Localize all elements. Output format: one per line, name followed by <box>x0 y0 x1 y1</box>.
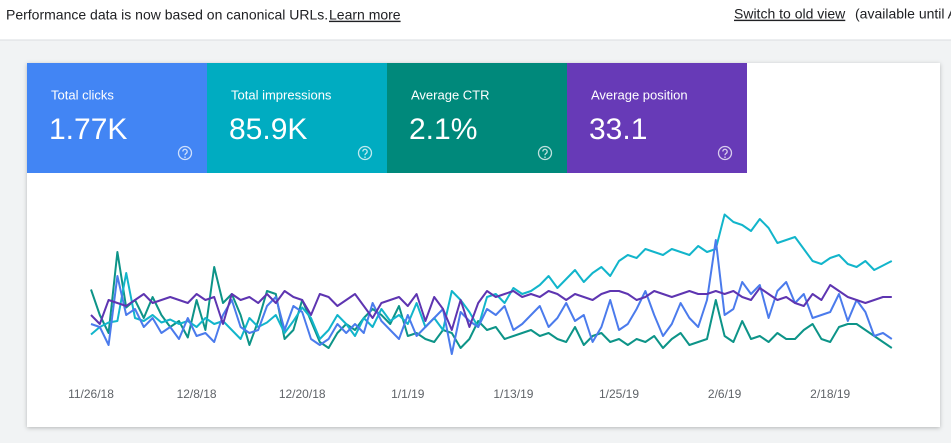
tile-background <box>207 63 387 173</box>
help-glyph <box>722 148 728 156</box>
help-icon[interactable] <box>357 145 373 161</box>
availability-note: (available until A <box>855 6 951 22</box>
tile-background <box>27 63 207 173</box>
metric-label: Average CTR <box>411 87 490 102</box>
help-glyph <box>542 148 548 156</box>
x-tick-label: 1/13/19 <box>493 387 533 401</box>
help-icon[interactable] <box>537 145 553 161</box>
help-dot <box>364 156 366 158</box>
series-line <box>90 239 893 355</box>
x-tick-label: 2/18/19 <box>810 387 850 401</box>
metric-label: Total clicks <box>51 87 114 102</box>
switch-link[interactable]: Switch to old view <box>734 6 846 22</box>
help-icon[interactable] <box>717 145 733 161</box>
learn-more-link[interactable]: Learn more <box>329 7 401 23</box>
series-line <box>90 284 892 331</box>
x-tick-label: 1/25/19 <box>599 387 639 401</box>
x-tick-label: 11/26/18 <box>68 387 114 401</box>
help-icon[interactable] <box>177 145 193 161</box>
x-tick-label: 12/8/18 <box>177 387 217 401</box>
x-tick-label: 1/1/19 <box>391 387 425 401</box>
metric-value: 33.1 <box>589 113 647 146</box>
metric-tile[interactable]: Average CTR 2.1% <box>387 63 567 173</box>
help-dot <box>184 156 186 158</box>
metric-tile[interactable]: Total impressions 85.9K <box>207 63 387 173</box>
x-tick-label: 2/6/19 <box>708 387 742 401</box>
notice: Performance data is now based on canonic… <box>6 7 328 23</box>
metric-value: 1.77K <box>49 113 127 146</box>
top-bar <box>0 0 951 40</box>
tile-background <box>387 63 567 173</box>
metric-value: 85.9K <box>229 113 307 146</box>
help-glyph <box>362 148 368 156</box>
help-glyph <box>182 148 188 156</box>
help-dot <box>544 156 546 158</box>
metric-label: Average position <box>591 87 688 102</box>
tile-background <box>567 63 747 173</box>
metric-value: 2.1% <box>409 113 477 146</box>
help-dot <box>724 156 726 158</box>
metric-tile[interactable]: Average position 33.1 <box>567 63 747 173</box>
metric-tile[interactable]: Total clicks 1.77K <box>27 63 207 173</box>
series-line <box>90 251 893 349</box>
x-tick-label: 12/20/18 <box>279 387 326 401</box>
metric-label: Total impressions <box>231 87 332 102</box>
